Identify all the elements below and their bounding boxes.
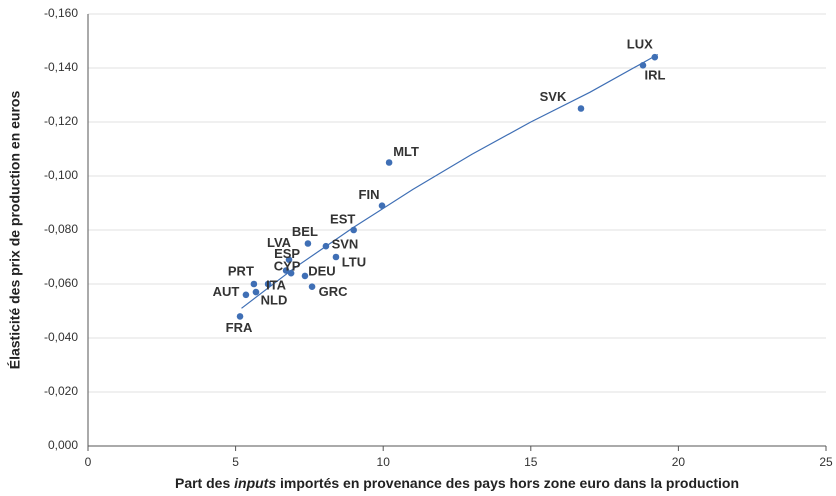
x-axis-title: Part des inputs importés en provenance d…	[175, 475, 739, 491]
point	[301, 272, 309, 280]
point	[308, 283, 316, 291]
point	[577, 105, 585, 112]
y-tick-label: 0,000	[48, 438, 78, 452]
y-tick-label: -0,140	[44, 60, 78, 74]
point-label: NLD	[261, 293, 288, 308]
point-label: SVK	[540, 89, 567, 104]
point	[639, 62, 647, 69]
y-axis-title: Élasticité des prix de production en eur…	[7, 91, 23, 370]
point-label: BEL	[292, 224, 318, 239]
x-tick-label: 20	[672, 455, 686, 469]
point-label: FRA	[226, 320, 253, 335]
point-label: GRC	[319, 284, 349, 299]
point	[242, 291, 250, 299]
point	[287, 269, 295, 277]
point	[304, 240, 312, 247]
point-label: IRL	[644, 68, 665, 83]
point	[651, 53, 659, 61]
point-label: LVA	[267, 235, 292, 250]
y-tick-label: -0,100	[44, 168, 78, 182]
y-tick-label: -0,020	[44, 384, 78, 398]
point-label: MLT	[393, 144, 419, 159]
point	[385, 159, 393, 166]
point	[350, 226, 357, 234]
point-label: LUX	[627, 37, 653, 52]
point-label: PRT	[228, 263, 254, 278]
point	[264, 280, 272, 288]
point-label: EST	[330, 211, 355, 226]
point	[285, 256, 293, 264]
trend-line	[241, 53, 659, 309]
x-tick-label: 5	[232, 455, 239, 469]
y-tick-label: -0,120	[44, 114, 78, 128]
point-label: LTU	[342, 254, 366, 269]
x-tick-label: 0	[85, 455, 92, 469]
x-tick-label: 10	[377, 455, 391, 469]
x-tick-label: 15	[524, 455, 538, 469]
point	[250, 280, 258, 288]
point-label: AUT	[213, 284, 240, 299]
point	[282, 267, 290, 274]
point-label: FIN	[359, 187, 380, 202]
point	[236, 313, 244, 320]
point-label: ESP	[274, 246, 300, 261]
point-label: ITA	[266, 277, 287, 292]
y-tick-label: -0,080	[44, 222, 78, 236]
point	[252, 288, 260, 296]
point-label: SVN	[332, 237, 359, 252]
point-label: CYP	[274, 259, 301, 274]
point	[378, 202, 386, 209]
point	[322, 242, 330, 250]
x-tick-label: 25	[819, 455, 833, 469]
y-tick-label: -0,160	[44, 6, 78, 20]
y-tick-label: -0,040	[44, 330, 78, 344]
y-tick-label: -0,060	[44, 276, 78, 290]
point	[332, 253, 340, 261]
point-label: DEU	[308, 263, 335, 278]
